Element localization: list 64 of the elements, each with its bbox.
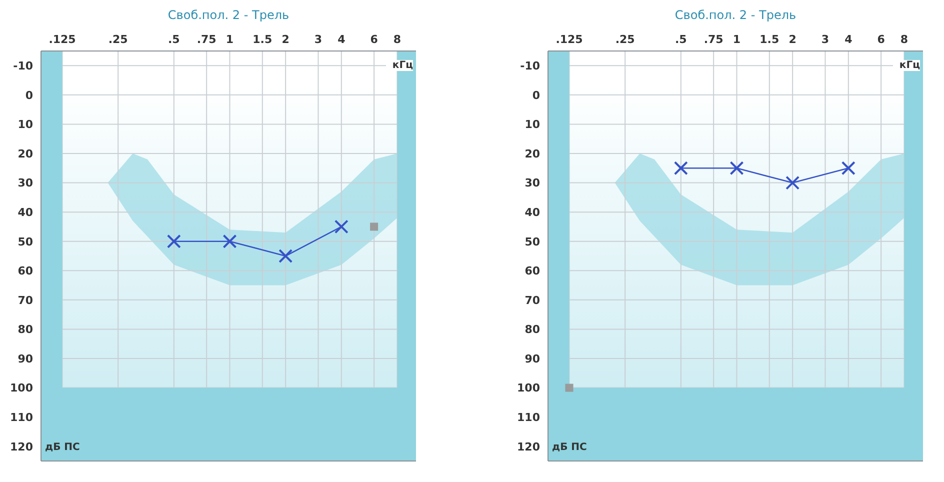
x-axis-title: кГц xyxy=(386,60,413,71)
x-tick-label: .125 xyxy=(48,33,76,46)
x-tick-label: 6 xyxy=(370,33,378,46)
point xyxy=(334,220,348,234)
x-tick-label: 1 xyxy=(226,33,234,46)
chart-title: Своб.пол. 2 - Трель xyxy=(166,8,290,22)
y-tick-label: 20 xyxy=(18,147,34,160)
point xyxy=(166,234,181,248)
x-tick-label: .5 xyxy=(674,33,687,46)
x-tick-label: 3 xyxy=(314,33,322,46)
y-tick-label: 120 xyxy=(517,440,540,454)
y-tick-label: -10 xyxy=(13,60,34,73)
y-axis-title: дБ ПС xyxy=(552,442,587,453)
point xyxy=(730,161,744,176)
point xyxy=(278,249,293,263)
x-tick-label: .25 xyxy=(615,33,635,46)
x-tick-label: 3 xyxy=(821,33,830,46)
x-tick-label: .25 xyxy=(108,33,128,46)
y-tick-label: 0 xyxy=(532,88,540,102)
x-tick-label: .75 xyxy=(196,33,216,46)
y-tick-label: 10 xyxy=(18,118,34,132)
x-tick-label: 2 xyxy=(282,33,290,46)
point xyxy=(222,234,237,248)
x-tick-label: 4 xyxy=(844,33,853,46)
x-tick-label: 1.5 xyxy=(252,33,272,46)
y-tick-label: 40 xyxy=(18,206,34,219)
x-tick-label: 6 xyxy=(877,33,886,46)
x-tick-label: .5 xyxy=(168,33,180,46)
x-tick-label: 1.5 xyxy=(760,33,780,46)
y-tick-label: 120 xyxy=(10,440,34,454)
point xyxy=(786,176,800,190)
y-tick-label: 0 xyxy=(25,88,34,102)
x-axis-title: кГц xyxy=(893,60,920,71)
y-tick-label: 50 xyxy=(18,235,34,248)
x-tick-label: 4 xyxy=(338,33,346,46)
point xyxy=(674,161,688,176)
y-tick-label: 80 xyxy=(18,323,34,336)
y-tick-label: 100 xyxy=(517,382,540,395)
y-tick-label: 90 xyxy=(18,352,34,366)
y-tick-label: 80 xyxy=(524,323,540,336)
x-tick-label: .125 xyxy=(556,33,583,46)
y-tick-label: 10 xyxy=(524,118,540,132)
y-tick-label: 70 xyxy=(524,294,540,307)
y-tick-label: 40 xyxy=(524,206,540,219)
y-tick-label: 60 xyxy=(524,264,540,278)
y-tick-label: 100 xyxy=(10,382,34,395)
x-tick-label: 2 xyxy=(788,33,796,46)
y-tick-label: 50 xyxy=(524,235,540,248)
y-tick-label: 90 xyxy=(524,352,540,366)
y-tick-label: 20 xyxy=(524,147,540,160)
y-tick-label: 30 xyxy=(18,176,34,190)
y-tick-label: -10 xyxy=(520,60,540,73)
point xyxy=(841,161,856,176)
chart-title: Своб.пол. 2 - Трель xyxy=(674,8,798,22)
y-tick-label: 110 xyxy=(10,410,34,424)
y-tick-label: 70 xyxy=(18,294,34,307)
x-tick-label: 1 xyxy=(732,33,741,46)
y-tick-label: 110 xyxy=(517,410,540,424)
x-tick-label: 8 xyxy=(393,33,402,46)
y-tick-label: 60 xyxy=(18,264,34,278)
x-tick-label: 8 xyxy=(900,33,908,46)
x-tick-label: .75 xyxy=(704,33,724,46)
y-axis-title: дБ ПС xyxy=(45,442,80,453)
y-tick-label: 30 xyxy=(524,176,540,190)
